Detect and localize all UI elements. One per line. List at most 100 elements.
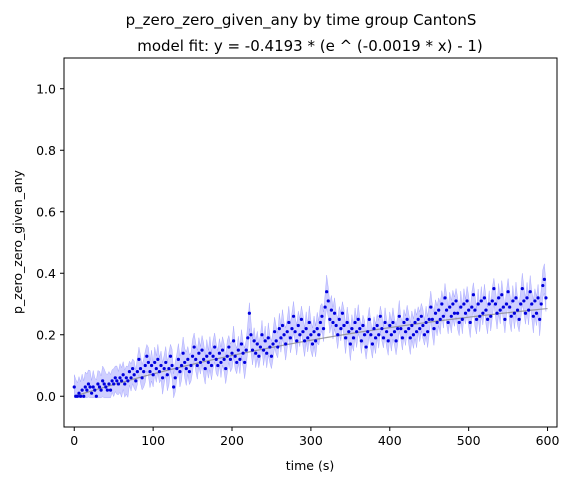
data-point: [113, 376, 117, 380]
data-point: [277, 327, 281, 331]
data-point: [336, 333, 340, 337]
data-point: [381, 336, 386, 340]
data-point: [195, 363, 199, 368]
x-axis-label: time (s): [286, 458, 334, 473]
data-point: [531, 314, 535, 318]
data-point: [255, 342, 259, 346]
data-point: [151, 373, 155, 377]
data-point: [441, 314, 446, 318]
data-point: [290, 327, 294, 331]
x-tick-label: 400: [378, 433, 402, 448]
data-point: [544, 296, 548, 300]
data-point: [258, 345, 263, 349]
data-point: [257, 354, 261, 358]
data-point: [202, 357, 206, 361]
data-point: [361, 323, 365, 328]
data-point: [142, 370, 146, 374]
data-point: [254, 351, 258, 355]
data-point: [380, 327, 384, 331]
data-point: [451, 302, 455, 306]
data-point: [159, 363, 163, 368]
data-point: [192, 345, 196, 349]
data-point: [326, 299, 330, 303]
data-point: [383, 320, 387, 325]
data-point: [364, 345, 368, 349]
data-point: [501, 305, 505, 309]
data-point: [345, 320, 349, 325]
data-point: [339, 327, 343, 331]
data-point: [154, 366, 158, 371]
data-point: [246, 336, 250, 340]
y-tick-label: 0.0: [36, 389, 56, 404]
data-point: [118, 376, 122, 380]
data-point: [391, 320, 395, 325]
data-point: [197, 351, 201, 355]
data-point: [373, 336, 378, 340]
data-point: [340, 311, 345, 315]
data-point: [80, 388, 84, 392]
data-point: [187, 370, 192, 374]
data-point: [465, 299, 469, 303]
data-point: [514, 296, 518, 300]
data-point: [433, 311, 438, 315]
data-point: [377, 333, 381, 337]
chart-subtitle: model fit: y = -0.4193 * (e ^ (-0.0019 *…: [137, 37, 483, 55]
data-point: [503, 317, 507, 321]
data-point: [492, 287, 496, 291]
data-point: [97, 385, 102, 389]
data-point: [350, 327, 354, 331]
data-point: [375, 323, 379, 328]
data-point: [216, 363, 220, 368]
data-point: [539, 302, 543, 306]
data-point: [321, 327, 326, 331]
data-point: [104, 385, 108, 389]
data-point: [329, 308, 333, 312]
data-point: [186, 357, 190, 361]
data-point: [146, 360, 150, 365]
data-point: [178, 370, 182, 374]
data-point: [418, 327, 422, 331]
data-point: [538, 317, 542, 321]
data-point: [222, 357, 226, 361]
x-tick-label: 100: [141, 433, 165, 448]
data-point: [167, 366, 171, 371]
data-point: [344, 336, 348, 340]
data-point: [370, 342, 375, 346]
data-point: [138, 366, 143, 371]
data-point: [304, 327, 308, 331]
y-tick-label: 0.6: [36, 204, 56, 219]
data-point: [85, 388, 89, 392]
data-point: [78, 394, 83, 398]
data-point: [449, 314, 453, 318]
data-point: [386, 339, 390, 343]
data-point: [348, 342, 352, 346]
data-point: [334, 323, 338, 328]
data-point: [127, 370, 132, 374]
data-point: [478, 314, 482, 318]
data-point: [356, 317, 360, 321]
data-point: [96, 382, 100, 386]
x-tick-label: 500: [457, 433, 481, 448]
data-point: [541, 283, 545, 288]
data-point: [115, 379, 119, 383]
data-point: [481, 311, 485, 315]
data-point: [378, 314, 382, 318]
data-point: [107, 382, 111, 386]
data-point: [331, 320, 335, 325]
data-point: [419, 314, 423, 318]
data-point: [241, 351, 245, 355]
y-tick-label: 0.2: [36, 327, 56, 342]
data-point: [235, 360, 239, 365]
y-tick-label: 0.8: [36, 143, 56, 158]
data-point: [493, 302, 498, 306]
data-point: [416, 317, 420, 321]
data-point: [75, 394, 80, 398]
data-point: [129, 376, 133, 380]
data-point: [511, 299, 515, 303]
data-point: [506, 290, 510, 294]
data-point: [317, 333, 321, 337]
data-point: [102, 382, 106, 386]
data-point: [302, 339, 307, 343]
data-point: [90, 391, 94, 395]
